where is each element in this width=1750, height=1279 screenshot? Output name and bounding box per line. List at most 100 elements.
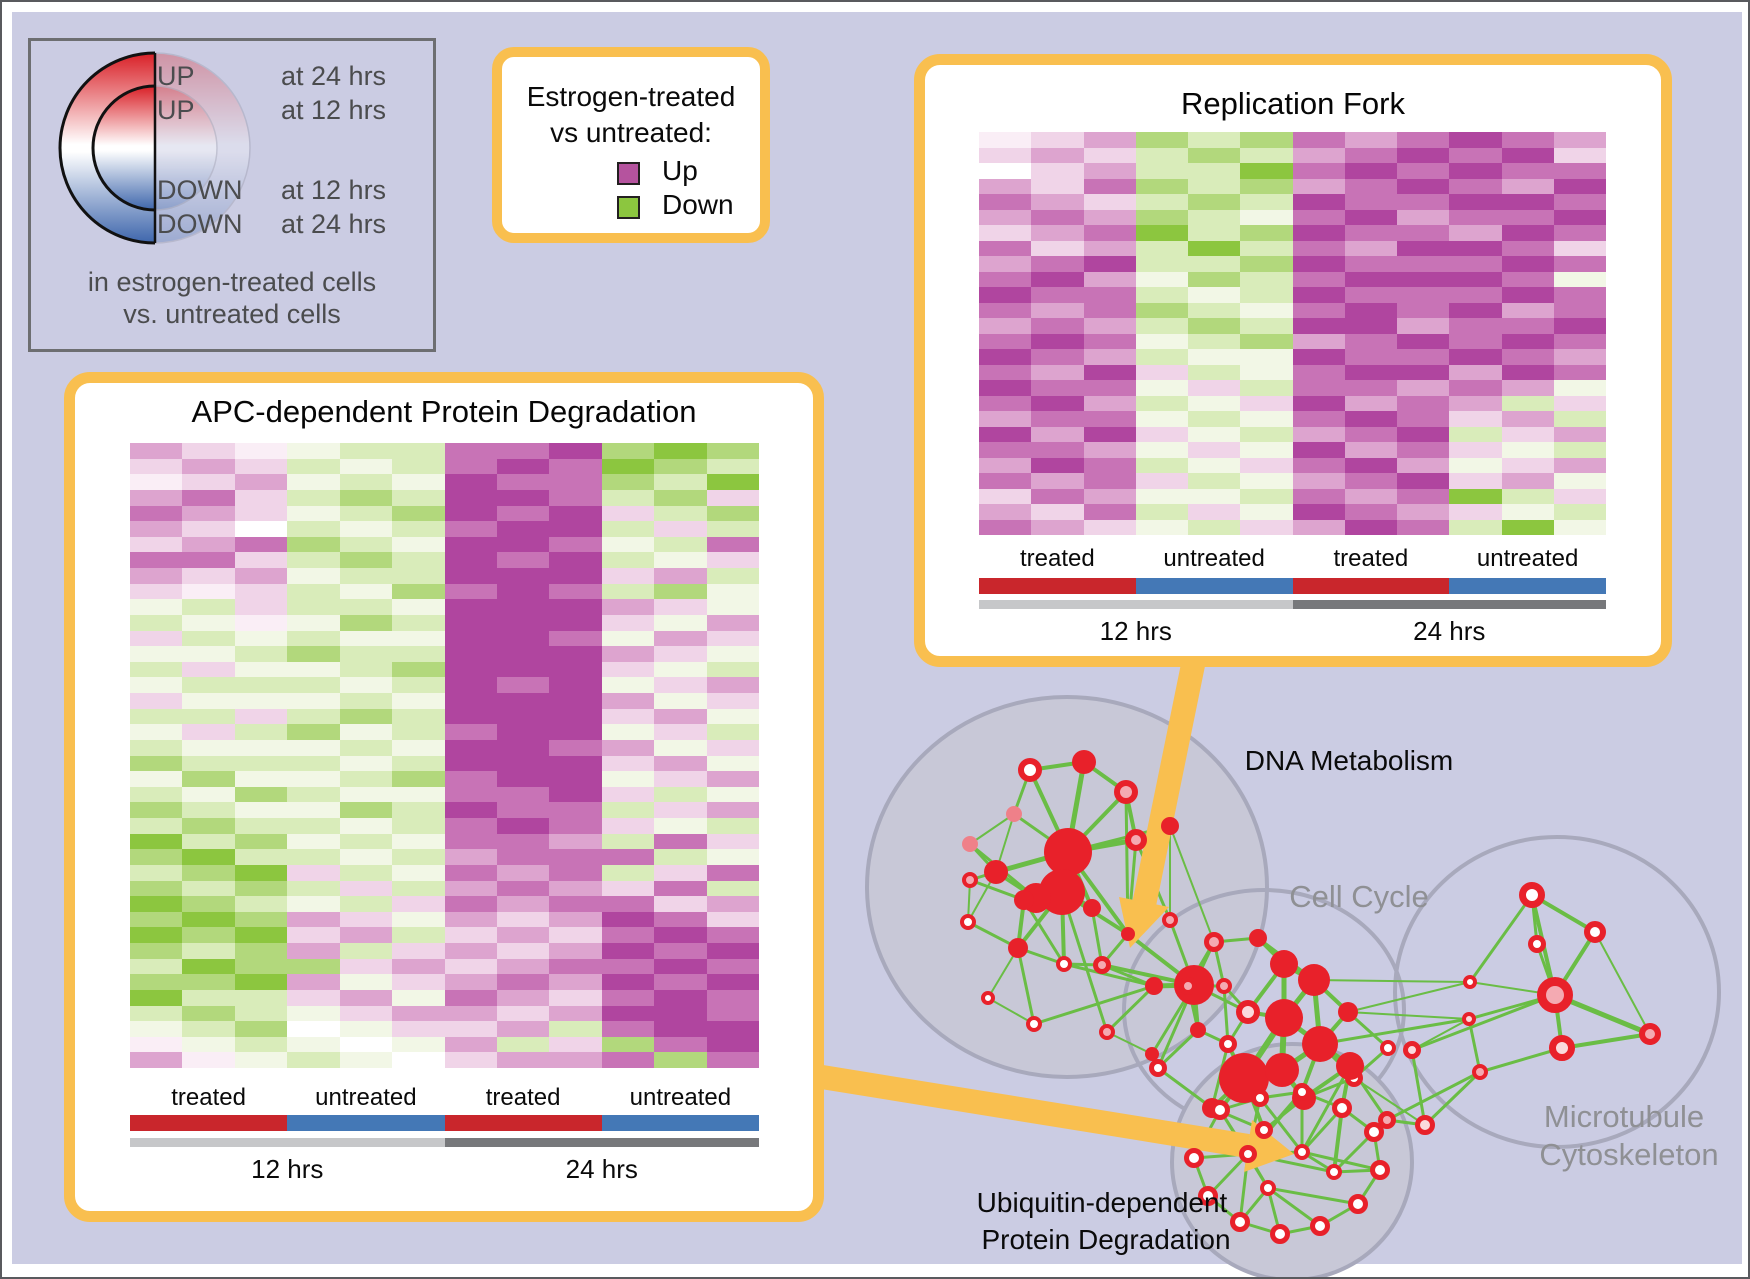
network-edge (1169, 825, 1215, 943)
heatmap-cell (130, 849, 183, 865)
heatmap-cell (130, 896, 183, 912)
heatmap-cell (1083, 318, 1136, 334)
heatmap-cell (1449, 318, 1502, 334)
heatmap-cell (1553, 426, 1606, 442)
heatmap-cell (1449, 132, 1502, 148)
heatmap-cell (1083, 225, 1136, 241)
network-node (1145, 977, 1163, 995)
heatmap-cell (444, 708, 497, 725)
heatmap-cell (1188, 504, 1241, 520)
heatmap-cell (1553, 225, 1606, 241)
heatmap-cell (444, 677, 497, 693)
color-scale-legend-box: UP at 24 hrs UP at 12 hrs DOWN at 12 hrs… (28, 38, 436, 352)
heatmap-cell (1553, 473, 1606, 489)
heatmap-cell (182, 1052, 235, 1068)
heatmap-cell (392, 521, 445, 537)
heatmap-cell (1344, 364, 1397, 380)
heatmap-cell (1397, 147, 1450, 163)
heatmap-cell (1188, 147, 1241, 163)
heatmap-cell (1292, 209, 1345, 225)
heatmap-cell (1240, 318, 1293, 334)
heatmap-cell (1449, 504, 1502, 520)
heatmap-cell (549, 1052, 602, 1068)
heatmap-cell (287, 864, 340, 881)
heatmap-cell (496, 599, 550, 615)
heatmap-cell (549, 474, 602, 490)
heatmap-cell (392, 552, 445, 568)
heatmap-cell (1240, 178, 1293, 194)
heatmap-cell (654, 599, 707, 615)
heatmap-cell (1083, 457, 1136, 473)
heatmap-cell (601, 693, 655, 709)
heatmap-cell (392, 458, 445, 475)
heatmap-cell (1292, 302, 1345, 318)
heatmap-cell (654, 771, 707, 787)
heatmap-cell (182, 708, 235, 725)
heatmap-cell (392, 474, 445, 490)
heatmap-cell (1188, 132, 1241, 148)
time-label-12hrs: 12 hrs (1099, 616, 1172, 646)
heatmap-cell (444, 864, 497, 881)
heatmap-cell (182, 958, 235, 975)
heatmap-cell (392, 661, 445, 678)
heatmap-cell (444, 943, 497, 959)
heatmap-cell (601, 974, 655, 990)
heatmap-cell (444, 1036, 497, 1053)
heatmap-cell (549, 536, 602, 553)
heatmap-cell (287, 724, 340, 740)
heatmap-cell (549, 693, 602, 709)
heatmap-cell (1397, 302, 1450, 318)
heatmap-cell (706, 927, 759, 943)
heatmap-cell (654, 724, 707, 740)
heatmap-cell (287, 1036, 340, 1053)
heatmap-cell (549, 802, 602, 818)
heatmap-cell (549, 849, 602, 865)
heatmap-cell (654, 1005, 707, 1022)
heatmap-cell (287, 458, 340, 475)
network-node (1364, 1122, 1384, 1142)
network-node (1310, 1216, 1330, 1236)
heatmap-cell (1344, 271, 1397, 287)
heatmap-cell (1083, 411, 1136, 427)
heatmap-cell (654, 708, 707, 725)
network-node (1338, 1002, 1358, 1022)
heatmap-cell (234, 818, 288, 834)
heatmap-cell (234, 443, 288, 459)
network-node (1018, 758, 1042, 782)
heatmap-cell (1135, 364, 1188, 380)
heatmap-cell (1449, 395, 1502, 411)
heatmap-cell (182, 896, 235, 912)
network-edge (987, 997, 1035, 1025)
network-edge (1060, 890, 1109, 1034)
heatmap-cell (392, 1021, 445, 1037)
heatmap-cell (1240, 426, 1293, 442)
heatmap-cell (1083, 178, 1136, 194)
heatmap-cell (444, 521, 497, 537)
heatmap-cell (234, 911, 288, 928)
network-node (1145, 1047, 1159, 1061)
heatmap-cell (496, 927, 550, 943)
heatmap-cell (1553, 519, 1606, 535)
heatmap-cell (1240, 380, 1293, 396)
network-node (1026, 1016, 1042, 1032)
heatmap-cell (130, 786, 183, 803)
heatmap-cell (444, 739, 497, 756)
heatmap-cell (496, 974, 550, 990)
heatmap-cell (1292, 442, 1345, 458)
heatmap-cell (1292, 426, 1345, 442)
heatmap-cell (496, 443, 550, 459)
legend-time-up-24: at 24 hrs (281, 61, 387, 91)
heatmap-cell (444, 927, 497, 943)
network-node (1249, 929, 1267, 947)
heatmap-cell (234, 833, 288, 850)
heatmap-cell (287, 521, 340, 537)
heatmap-cell (1031, 318, 1084, 334)
heatmap-cell (234, 1036, 288, 1053)
heatmap-cell (130, 911, 183, 928)
heatmap-cell (1449, 194, 1502, 210)
network-node (1348, 1194, 1368, 1214)
heatmap-cell (1188, 163, 1241, 179)
heatmap-cell (130, 1052, 183, 1068)
heatmap-cell (654, 521, 707, 537)
network-edge (1016, 946, 1036, 1026)
